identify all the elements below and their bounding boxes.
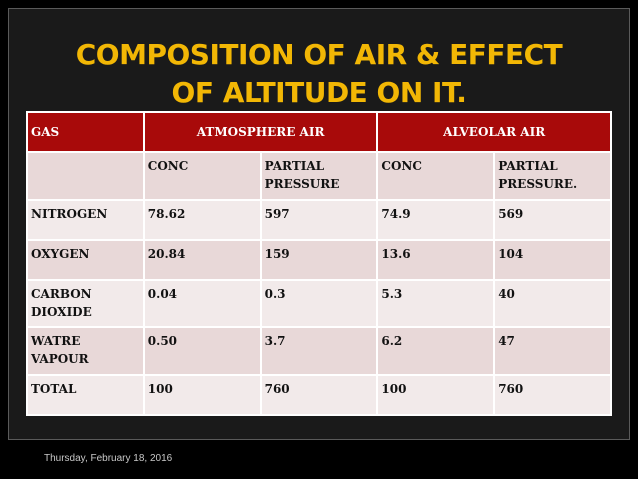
subheader-atm-partial-pressure: PARTIAL PRESSURE — [261, 153, 377, 199]
alv-partial-pressure: 40 — [495, 281, 610, 327]
gas-name: TOTAL — [28, 375, 143, 414]
title-line-1: COMPOSITION OF AIR & EFFECT — [75, 38, 563, 71]
table-row: CARBON DIOXIDE 0.04 0.3 5.3 40 — [28, 281, 610, 327]
alv-partial-pressure: 760 — [495, 375, 610, 414]
table-row: OXYGEN 20.84 159 13.6 104 — [28, 240, 610, 280]
atm-conc: 78.62 — [144, 200, 260, 239]
atm-conc: 20.84 — [144, 240, 260, 280]
atm-partial-pressure: 0.3 — [261, 281, 377, 327]
gas-name: OXYGEN — [28, 240, 143, 280]
slide-date: Thursday, February 18, 2016 — [44, 453, 173, 464]
alv-partial-pressure: 104 — [495, 240, 610, 280]
alv-conc: 6.2 — [378, 328, 494, 374]
alv-partial-pressure: 569 — [495, 200, 610, 239]
subheader-empty — [28, 153, 143, 199]
atm-conc: 100 — [144, 375, 260, 414]
atm-partial-pressure: 597 — [261, 200, 377, 239]
alv-conc: 100 — [378, 375, 494, 414]
header-gas: GAS — [28, 113, 143, 152]
atm-partial-pressure: 760 — [261, 375, 377, 414]
atm-partial-pressure: 3.7 — [261, 328, 377, 374]
slide-title: COMPOSITION OF AIR & EFFECT OF ALTITUDE … — [30, 36, 608, 112]
table-subheader-row: CONC PARTIAL PRESSURE CONC PARTIAL PRESS… — [28, 153, 610, 199]
subheader-alv-partial-pressure: PARTIAL PRESSURE. — [495, 153, 610, 199]
gas-name: CARBON DIOXIDE — [28, 281, 143, 327]
table-header-row: GAS ATMOSPHERE AIR ALVEOLAR AIR — [28, 113, 610, 152]
atm-conc: 0.50 — [144, 328, 260, 374]
atm-partial-pressure: 159 — [261, 240, 377, 280]
header-alveolar-air: ALVEOLAR AIR — [378, 113, 610, 152]
header-atmosphere-air: ATMOSPHERE AIR — [144, 113, 377, 152]
subheader-atm-conc: CONC — [144, 153, 260, 199]
table-row: WATRE VAPOUR 0.50 3.7 6.2 47 — [28, 328, 610, 374]
table-row: NITROGEN 78.62 597 74.9 569 — [28, 200, 610, 239]
composition-table: GAS ATMOSPHERE AIR ALVEOLAR AIR CONC PAR… — [26, 111, 612, 416]
table-row: TOTAL 100 760 100 760 — [28, 375, 610, 414]
alv-conc: 13.6 — [378, 240, 494, 280]
gas-name: NITROGEN — [28, 200, 143, 239]
gas-name: WATRE VAPOUR — [28, 328, 143, 374]
subheader-alv-conc: CONC — [378, 153, 494, 199]
alv-conc: 74.9 — [378, 200, 494, 239]
atm-conc: 0.04 — [144, 281, 260, 327]
title-line-2: OF ALTITUDE ON IT. — [171, 76, 467, 109]
alv-conc: 5.3 — [378, 281, 494, 327]
alv-partial-pressure: 47 — [495, 328, 610, 374]
